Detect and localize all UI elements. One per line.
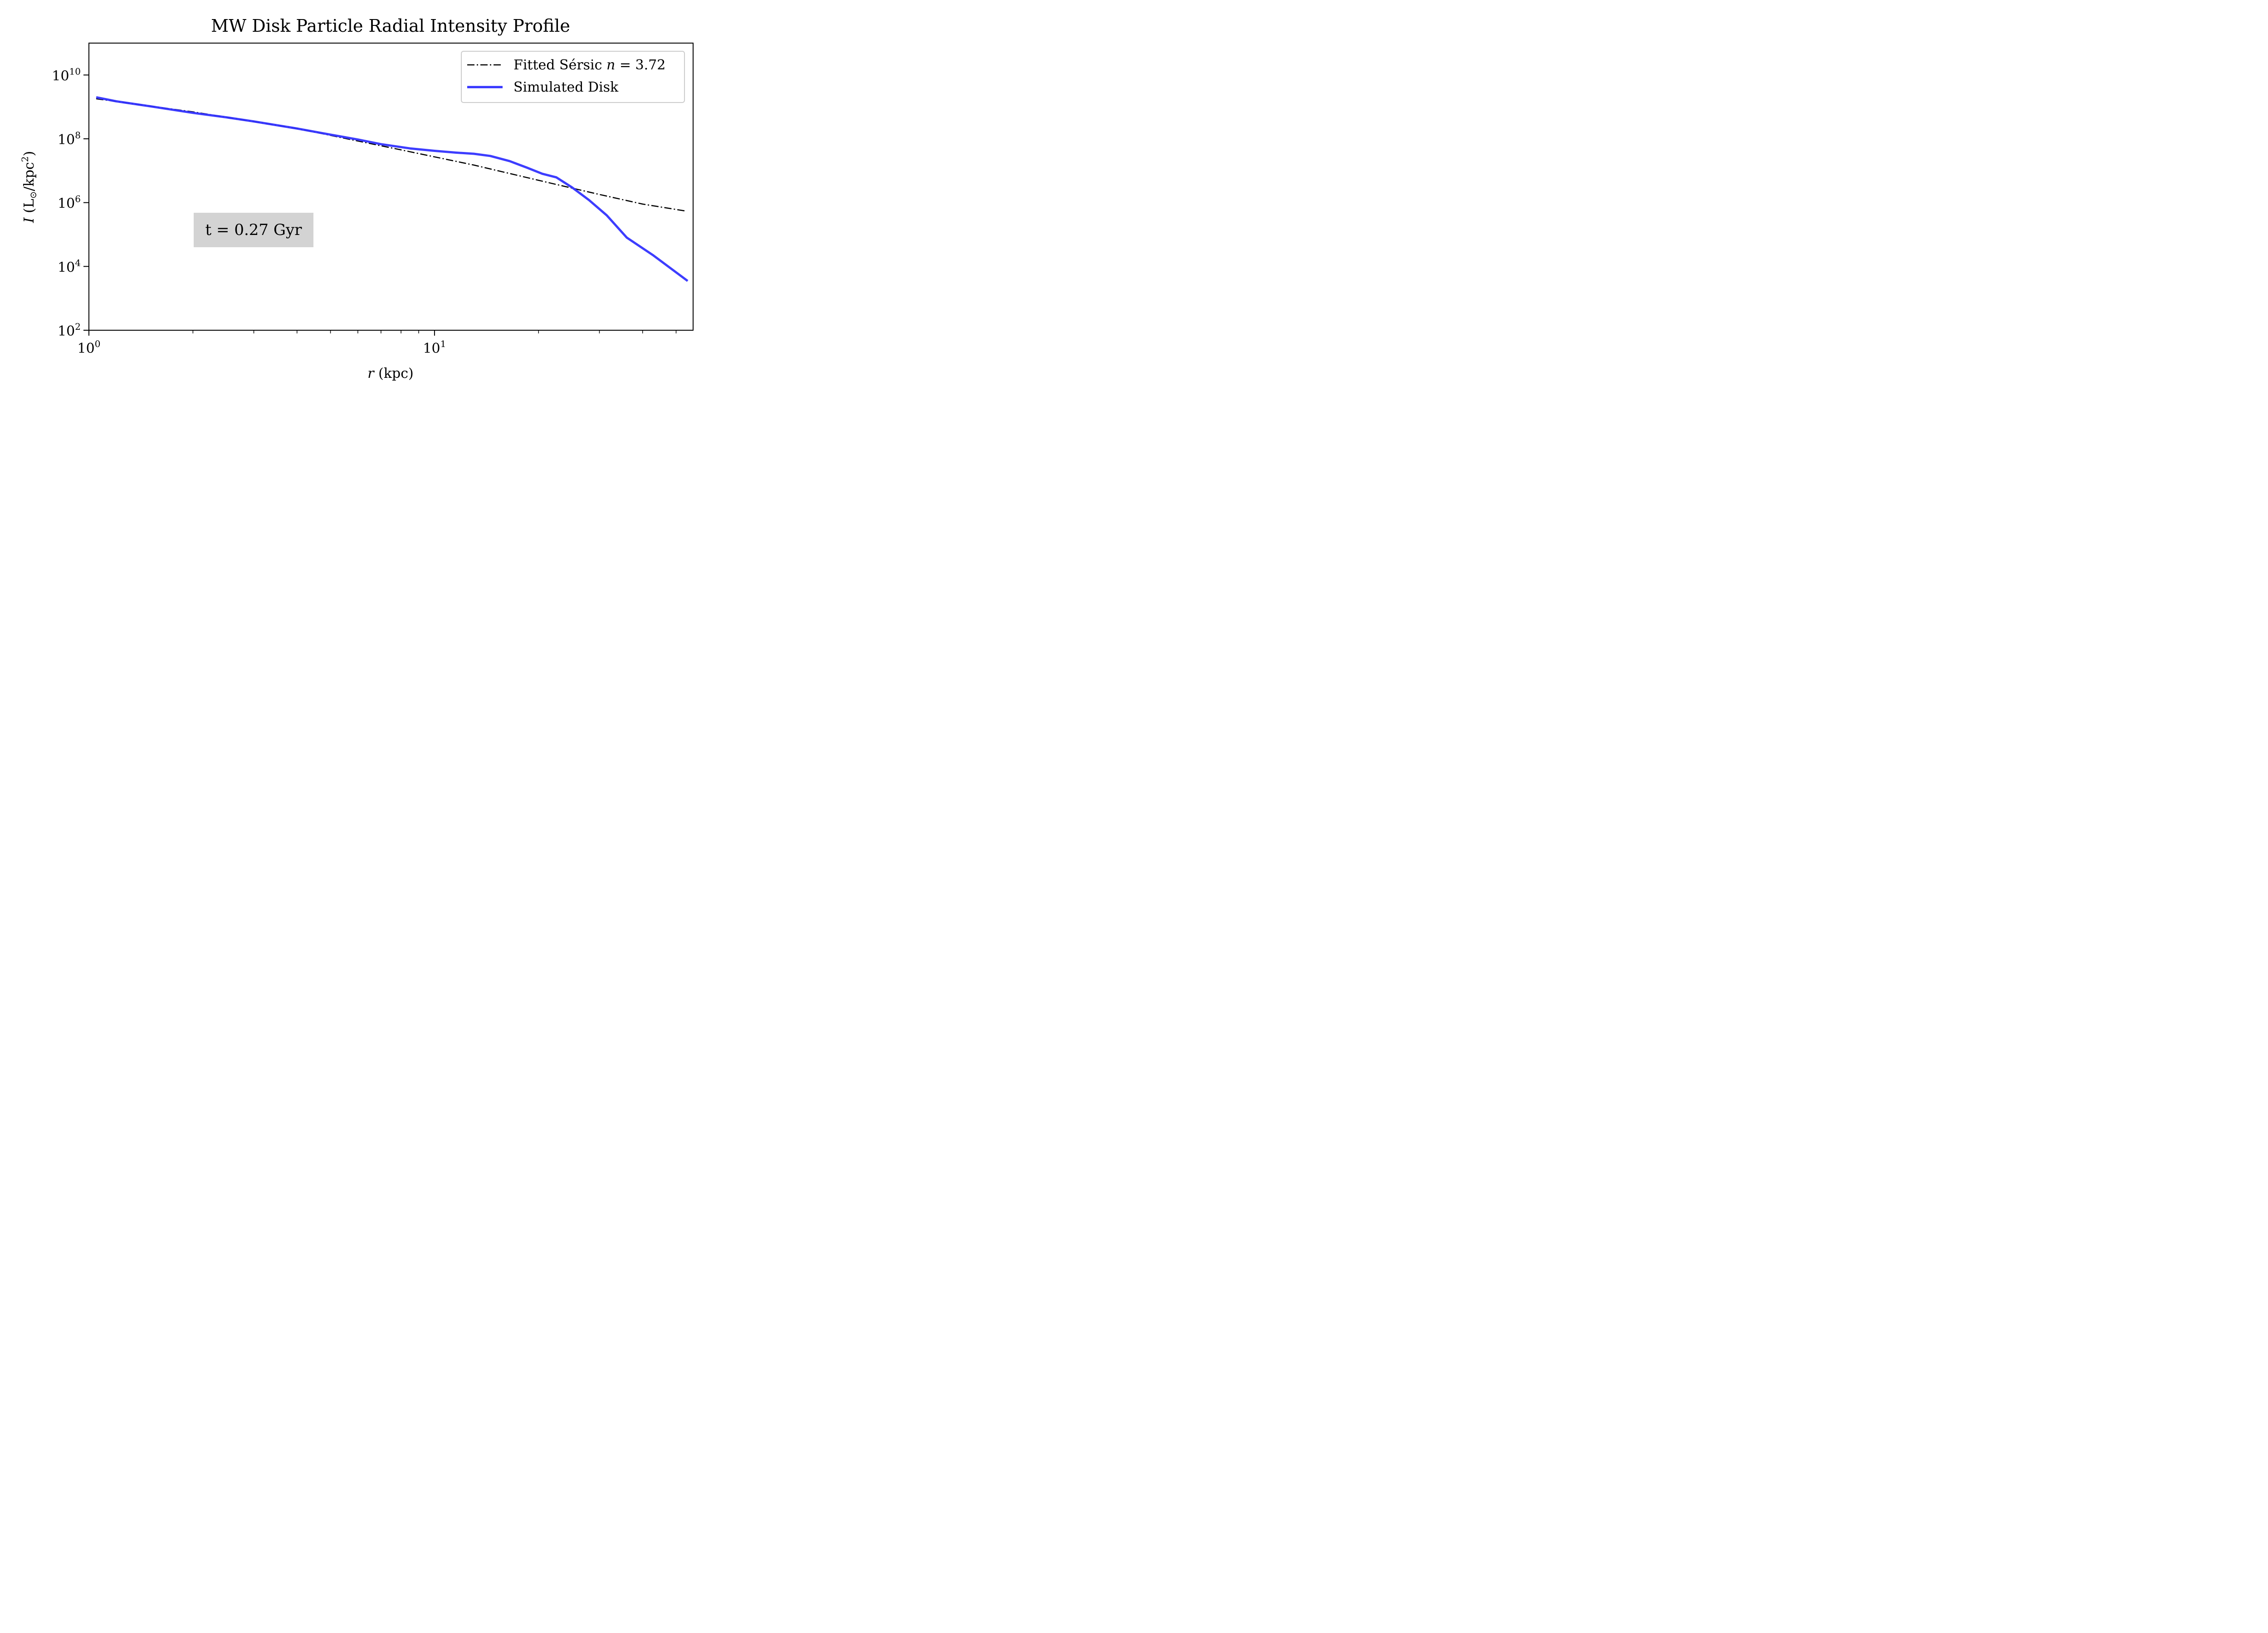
series-line-fitted-sersic: [96, 98, 685, 212]
annotation-text: t = 0.27 Gyr: [205, 221, 303, 239]
chart: MW Disk Particle Radial Intensity Profil…: [20, 16, 694, 381]
y-tick-label: 104: [58, 257, 81, 275]
legend-box: [461, 51, 685, 103]
x-axis-label: r (kpc): [367, 366, 413, 381]
y-tick-label: 1010: [52, 66, 81, 84]
chart-title: MW Disk Particle Radial Intensity Profil…: [211, 16, 570, 36]
plot-frame: [88, 43, 694, 331]
y-axis-label: I (L⊙/kpc2): [20, 151, 39, 224]
y-tick-label: 108: [58, 130, 81, 148]
series-line-simulated-disk: [96, 96, 689, 282]
y-tick-label: 106: [58, 194, 81, 212]
series-layer: [96, 96, 689, 282]
legend-label-sersic: Fitted Sérsic n = 3.72: [513, 57, 665, 73]
annotation-box: [194, 213, 313, 247]
legend-sersic-var: n: [606, 57, 615, 73]
x-tick-label: 101: [423, 338, 446, 357]
legend-label-disk: Simulated Disk: [513, 79, 619, 95]
x-tick-label: 100: [78, 338, 101, 357]
legend-sersic-suffix: = 3.72: [615, 57, 665, 73]
plot-area: 100 101 102 104 106 108 1010 t = 0.27 Gyr Fit…: [52, 43, 694, 357]
y-ticks: 102 104 106 108 1010: [52, 66, 89, 339]
x-ticks: 100 101: [78, 330, 677, 357]
legend: Fitted Sérsic n = 3.72 Simulated Disk: [461, 51, 685, 103]
legend-sersic-prefix: Fitted Sérsic: [513, 57, 606, 73]
time-annotation: t = 0.27 Gyr: [194, 213, 313, 247]
y-tick-label: 102: [58, 321, 81, 339]
